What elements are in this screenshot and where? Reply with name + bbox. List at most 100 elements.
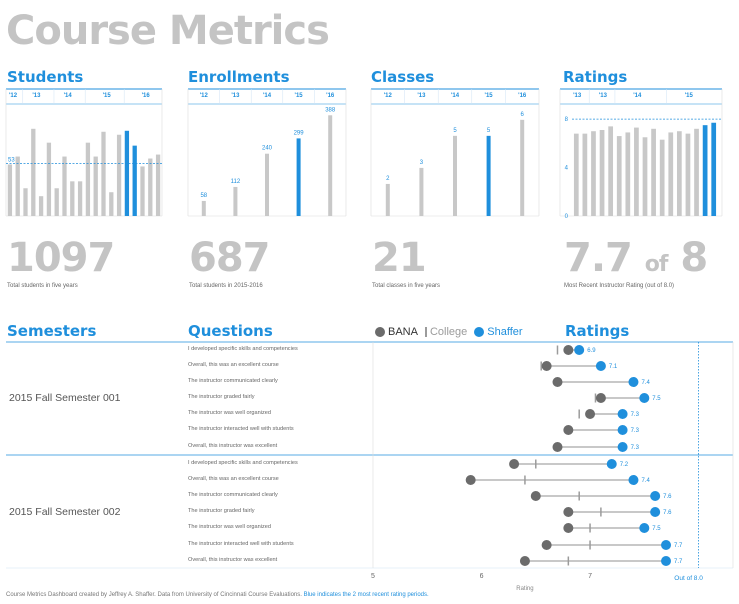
question-label: The instructor communicated clearly <box>188 492 278 498</box>
bana-dot <box>563 425 574 435</box>
shaffer-value-label: 7.4 <box>641 380 650 386</box>
ratings-bar <box>668 132 674 216</box>
shaffer-legend-dot <box>474 327 485 337</box>
students-x-tick: '12 <box>9 93 18 99</box>
question-label: The instructor was well organized <box>188 410 272 416</box>
bana-dot <box>465 475 476 485</box>
enrollments-x-tick: '14 <box>263 93 272 99</box>
shaffer-value-label: 7.5 <box>652 396 661 402</box>
enrollments-x-tick: '16 <box>326 93 335 99</box>
students-bar <box>38 196 44 216</box>
ratings-x-tick: '13 <box>599 93 608 99</box>
question-label: Overall, this instructor was excellent <box>188 443 278 449</box>
students-x-tick: '15 <box>103 93 112 99</box>
students-bar <box>93 156 98 216</box>
shaffer-dot <box>617 409 628 419</box>
students-bar <box>85 142 91 216</box>
question-label: I developed specific skills and competen… <box>188 460 298 466</box>
page-title: Course Metrics <box>6 8 330 54</box>
enrollments-data-label: 58 <box>200 193 207 199</box>
students-title: Students <box>7 68 84 86</box>
shaffer-value-label: 7.2 <box>620 462 629 468</box>
shaffer-dot <box>639 393 650 403</box>
question-label: The instructor graded fairly <box>188 394 255 400</box>
shaffer-dot <box>606 459 617 469</box>
ratings-y-tick: 0 <box>565 214 569 220</box>
classes-data-label: 5 <box>453 128 457 134</box>
enrollments-bar <box>328 115 333 216</box>
classes-x-tick: '13 <box>417 93 426 99</box>
students-bar <box>101 131 106 216</box>
enrollments-caption: Total students in 2015-2016 <box>189 283 263 289</box>
students-bar <box>70 181 75 216</box>
dotplot-marks: 5 6 7 Rating Out of 8.0 6.9 7.1 7.4 7.5 7.3 7.3 7.3… <box>6 341 734 592</box>
enrollments-chart: '12 58 '13 112 '14 240 '15 299 '16 388 <box>187 88 347 217</box>
classes-bar <box>486 135 491 216</box>
students-bar <box>132 145 137 216</box>
students-bar <box>31 128 36 216</box>
ratings-title: Ratings <box>563 68 628 86</box>
students-bar <box>23 188 28 216</box>
enrollments-data-label: 240 <box>262 146 273 152</box>
shaffer-dot <box>628 475 639 485</box>
bana-legend-dot <box>375 327 385 337</box>
bana-dot <box>509 459 520 469</box>
classes-data-label: 6 <box>521 112 525 118</box>
ratings-bar <box>694 128 699 216</box>
students-bar <box>124 130 130 216</box>
dotplot-x-tick: 5 <box>371 573 375 580</box>
ratings-bar <box>676 131 682 216</box>
bana-dot <box>563 523 574 533</box>
enrollments-x-tick: '15 <box>295 93 304 99</box>
shaffer-value-label: 7.4 <box>641 478 650 484</box>
ratings-y-tick: 4 <box>565 166 569 172</box>
shaffer-dot <box>617 442 628 452</box>
classes-data-label: 2 <box>386 176 390 182</box>
students-x-tick: '16 <box>142 93 151 99</box>
students-bar <box>15 156 20 216</box>
bana-dot <box>530 491 541 501</box>
shaffer-value-label: 6.9 <box>587 348 596 354</box>
students-bar <box>109 192 114 216</box>
classes-bar <box>520 119 525 216</box>
shaffer-value-label: 7.3 <box>631 445 640 451</box>
enrollments-bar <box>201 200 206 216</box>
ratings-bar <box>685 133 691 216</box>
ratings-chart: '13 '13 '14 '15 0 4 8 <box>559 88 723 220</box>
question-label: The instructor graded fairly <box>188 508 255 514</box>
students-chart: '12 '13 '14 '15 '16 53 <box>5 88 163 217</box>
bana-dot <box>541 361 552 371</box>
shaffer-dot <box>628 377 639 387</box>
shaffer-value-label: 7.1 <box>609 364 618 370</box>
rating-of: of <box>644 252 669 277</box>
rating-summary: 7.7 of 8 <box>564 235 708 281</box>
rating-max: 8 <box>680 235 708 281</box>
classes-data-label: 5 <box>487 128 491 134</box>
semester-label-1: 2015 Fall Semester 001 <box>9 392 121 404</box>
question-ratings-chart: 5 6 7 Rating Out of 8.0 6.9 7.1 7.4 7.5 7.3 7.3 7.3… <box>6 341 734 592</box>
ratings-bar <box>573 133 579 216</box>
dotplot-x-title: Rating <box>516 586 533 592</box>
out-of-8-label: Out of 8.0 <box>674 575 703 582</box>
ratings-x-tick: '15 <box>685 93 694 99</box>
classes-chart: '12 2 '13 3 '14 5 '15 5 '16 6 <box>370 88 540 217</box>
classes-title: Classes <box>371 68 435 86</box>
ratings-x-tick: '13 <box>573 93 582 99</box>
students-bar <box>54 188 59 216</box>
students-total: 1097 <box>7 235 115 281</box>
ratings-bar <box>642 137 648 216</box>
footer-note: Blue indicates the 2 most recent rating … <box>303 592 429 598</box>
bana-dot <box>563 507 574 517</box>
classes-total: 21 <box>372 235 427 281</box>
question-label: The instructor communicated clearly <box>188 378 278 384</box>
bana-dot <box>552 377 563 387</box>
enrollments-data-label: 299 <box>294 130 305 136</box>
students-bar <box>7 164 13 216</box>
students-bar <box>62 156 67 216</box>
shaffer-value-label: 7.3 <box>631 412 640 418</box>
lower-ratings-title: Ratings <box>565 322 630 340</box>
question-label: The instructor interacted well with stud… <box>188 541 294 547</box>
classes-bar <box>385 183 390 216</box>
question-label: The instructor interacted well with stud… <box>188 426 294 432</box>
bana-dot <box>552 442 563 452</box>
